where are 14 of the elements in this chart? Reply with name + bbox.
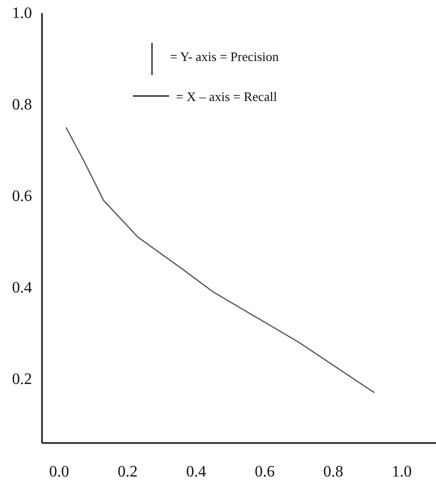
x-tick-label: 0.6 xyxy=(254,463,275,480)
line-series xyxy=(65,126,375,394)
x-tick-label: 0.4 xyxy=(186,463,206,480)
x-tick-label: 0.0 xyxy=(49,463,70,480)
x-tick-label: 1.0 xyxy=(392,463,412,480)
x-tick-label: 0.8 xyxy=(323,463,344,480)
y-tick-label: 0.4 xyxy=(12,280,32,297)
y-tick-label: 0.8 xyxy=(12,96,32,114)
y-tick-label: 0.6 xyxy=(12,188,32,206)
annotation: = X – axis = Recall xyxy=(176,89,278,104)
y-tick-label: 1.0 xyxy=(12,5,32,22)
annotation: = Y- axis = Precision xyxy=(170,49,280,64)
y-tick-label: 0.2 xyxy=(12,371,32,388)
x-tick-label: 0.2 xyxy=(118,463,138,480)
